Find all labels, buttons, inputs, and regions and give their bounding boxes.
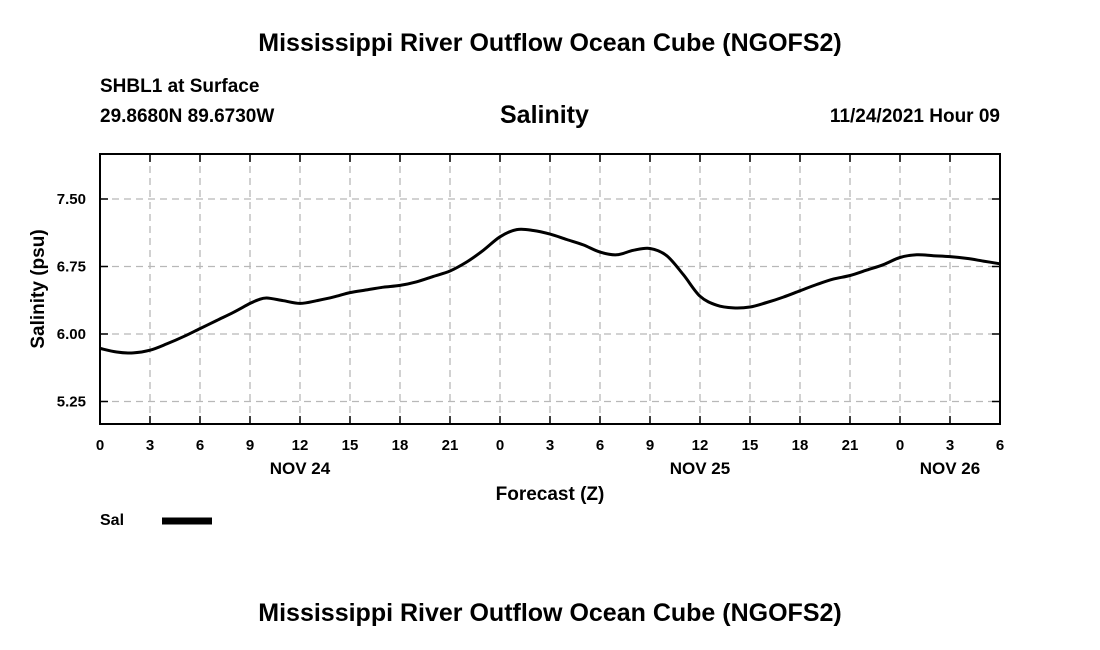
coordinates-label: 29.8680N 89.6730W — [100, 106, 275, 127]
x-tick-label: 21 — [442, 437, 459, 454]
x-tick-label: 6 — [196, 437, 204, 454]
salinity-series-line — [99, 227, 1001, 355]
timestamp-label: 11/24/2021 Hour 09 — [829, 106, 1000, 127]
x-tick-label: 0 — [496, 437, 504, 454]
y-axis-label: Salinity (psu) — [28, 229, 49, 348]
y-tick-label: 7.50 — [57, 191, 86, 208]
chart-title: Salinity — [500, 101, 589, 129]
date-label: NOV 25 — [670, 459, 730, 478]
bottom-title: Mississippi River Outflow Ocean Cube (NG… — [258, 599, 842, 627]
x-tick-label: 0 — [896, 437, 904, 454]
x-tick-label: 12 — [292, 437, 309, 454]
legend-label: Sal — [100, 512, 124, 529]
x-tick-label: 18 — [392, 437, 409, 454]
main-title: Mississippi River Outflow Ocean Cube (NG… — [258, 29, 842, 57]
x-axis-label: Forecast (Z) — [496, 484, 605, 505]
grid-lines — [100, 154, 1000, 424]
x-tick-label: 6 — [596, 437, 604, 454]
station-label: SHBL1 at Surface — [100, 76, 260, 97]
x-tick-label: 6 — [996, 437, 1004, 454]
x-tick-label: 21 — [842, 437, 859, 454]
x-tick-label: 9 — [646, 437, 654, 454]
x-tick-label: 9 — [246, 437, 254, 454]
x-tick-label: 15 — [342, 437, 359, 454]
date-label: NOV 24 — [270, 459, 331, 478]
x-tick-label: 3 — [946, 437, 954, 454]
x-tick-label: 18 — [792, 437, 809, 454]
y-tick-label: 5.25 — [57, 394, 86, 411]
x-tick-label: 15 — [742, 437, 759, 454]
axis-ticks: 0 3 6 9 12 15 18 21 0 3 6 9 12 15 18 21 0 3 6 5.25 6.00 6.75 7… — [57, 154, 1004, 478]
y-tick-label: 6.75 — [57, 259, 86, 276]
x-tick-label: 3 — [146, 437, 154, 454]
x-tick-label: 3 — [546, 437, 554, 454]
y-tick-label: 6.00 — [57, 326, 86, 343]
date-label: NOV 26 — [920, 459, 980, 478]
x-tick-label: 0 — [96, 437, 104, 454]
x-tick-label: 12 — [692, 437, 709, 454]
